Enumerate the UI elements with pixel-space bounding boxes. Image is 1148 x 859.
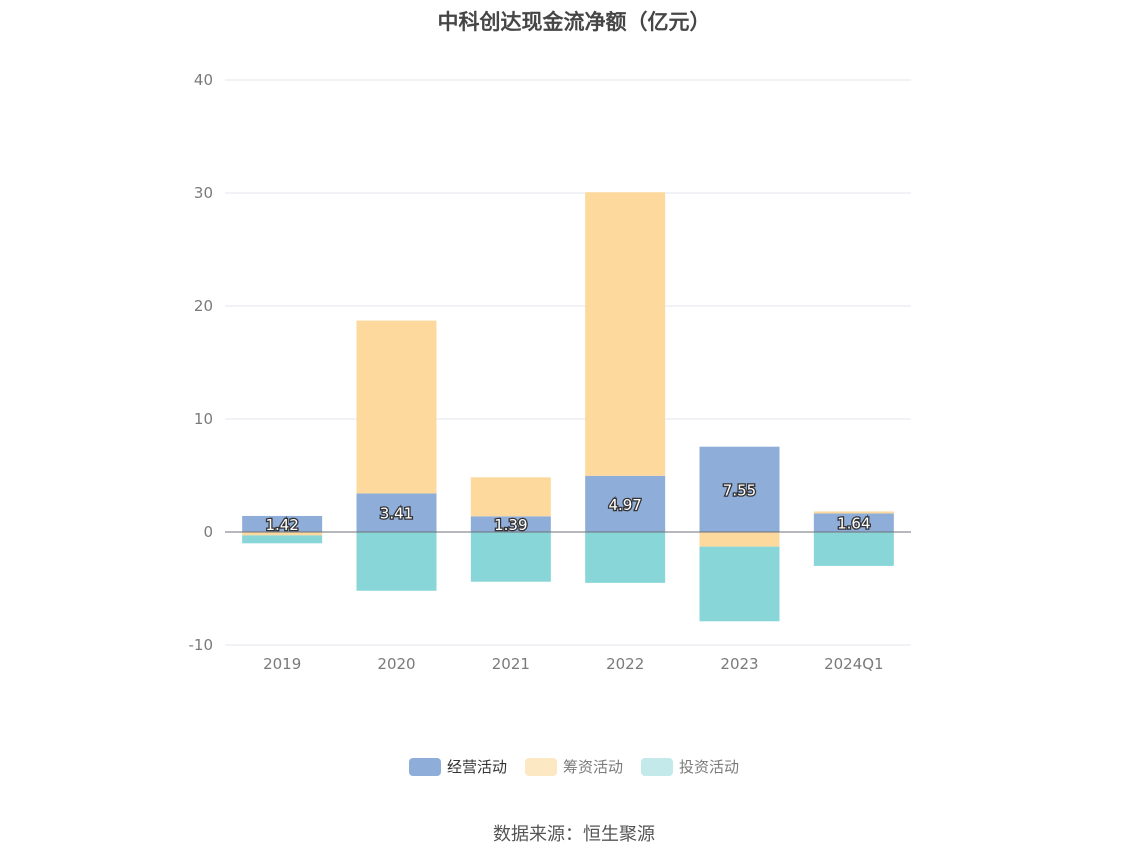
bar-筹资活动-2023 xyxy=(699,532,780,547)
data-label: 1.39 xyxy=(494,516,527,534)
bar-投资活动-2021 xyxy=(470,532,551,582)
x-tick-label: 2020 xyxy=(377,655,415,673)
y-tick-label: 20 xyxy=(194,297,213,315)
x-tick-label: 2021 xyxy=(492,655,530,673)
data-label: 4.97 xyxy=(608,496,641,514)
cash-flow-chart: -10 0 10 20 30 40 2019 2020 2021 2022 2023 2024Q1 1.… xyxy=(189,71,911,673)
x-tick-label: 2023 xyxy=(720,655,758,673)
legend-item-financing[interactable]: 筹资活动 xyxy=(524,756,623,777)
bar-筹资活动-2019 xyxy=(242,532,323,536)
bar-投资活动-2020 xyxy=(356,532,437,591)
x-tick-label: 2022 xyxy=(606,655,644,673)
data-label: 1.42 xyxy=(265,516,298,534)
legend-label-financing: 筹资活动 xyxy=(562,758,623,776)
source-note: 数据来源：恒生聚源 xyxy=(493,824,655,845)
x-tick-label: 2019 xyxy=(263,655,301,673)
legend-swatch-investing xyxy=(641,757,673,776)
bar-投资活动-2019 xyxy=(242,535,323,544)
legend-label-investing: 投资活动 xyxy=(679,758,740,776)
bar-经营活动-2022 xyxy=(585,475,666,532)
bar-筹资活动-2022 xyxy=(585,192,666,476)
bar-筹资活动-2020 xyxy=(356,320,437,494)
data-label: 1.64 xyxy=(837,515,870,533)
legend-swatch-operating xyxy=(408,757,441,776)
y-tick-label: 40 xyxy=(194,71,213,89)
legend-label-operating: 经营活动 xyxy=(446,758,507,776)
bar-投资活动-2024Q1 xyxy=(813,532,894,566)
y-tick-label: 30 xyxy=(194,184,213,202)
bar-筹资活动-2024Q1 xyxy=(813,511,894,514)
legend-item-investing[interactable]: 投资活动 xyxy=(641,756,739,777)
y-tick-label: 10 xyxy=(194,410,213,428)
y-tick-label: 0 xyxy=(203,523,213,541)
data-label: 7.55 xyxy=(723,481,756,499)
bar-经营活动-2024Q1 xyxy=(813,513,894,532)
legend-swatch-financing xyxy=(524,757,557,776)
bar-投资活动-2023 xyxy=(699,546,780,622)
legend-item-operating[interactable]: 经营活动 xyxy=(408,756,507,777)
bar-筹资活动-2021 xyxy=(470,477,551,517)
data-label: 3.41 xyxy=(380,505,413,523)
bar-经营活动-2021 xyxy=(470,516,551,532)
chart-title: 中科创达现金流净额（亿元） xyxy=(437,10,711,34)
bar-投资活动-2022 xyxy=(585,532,666,583)
bar-经营活动-2020 xyxy=(356,493,437,532)
bar-经营活动-2019 xyxy=(242,515,323,532)
legend: 经营活动 筹资活动 投资活动 xyxy=(0,756,1148,777)
bar-经营活动-2023 xyxy=(699,446,780,532)
y-tick-label: -10 xyxy=(189,636,214,654)
x-tick-label: 2024Q1 xyxy=(824,655,884,673)
